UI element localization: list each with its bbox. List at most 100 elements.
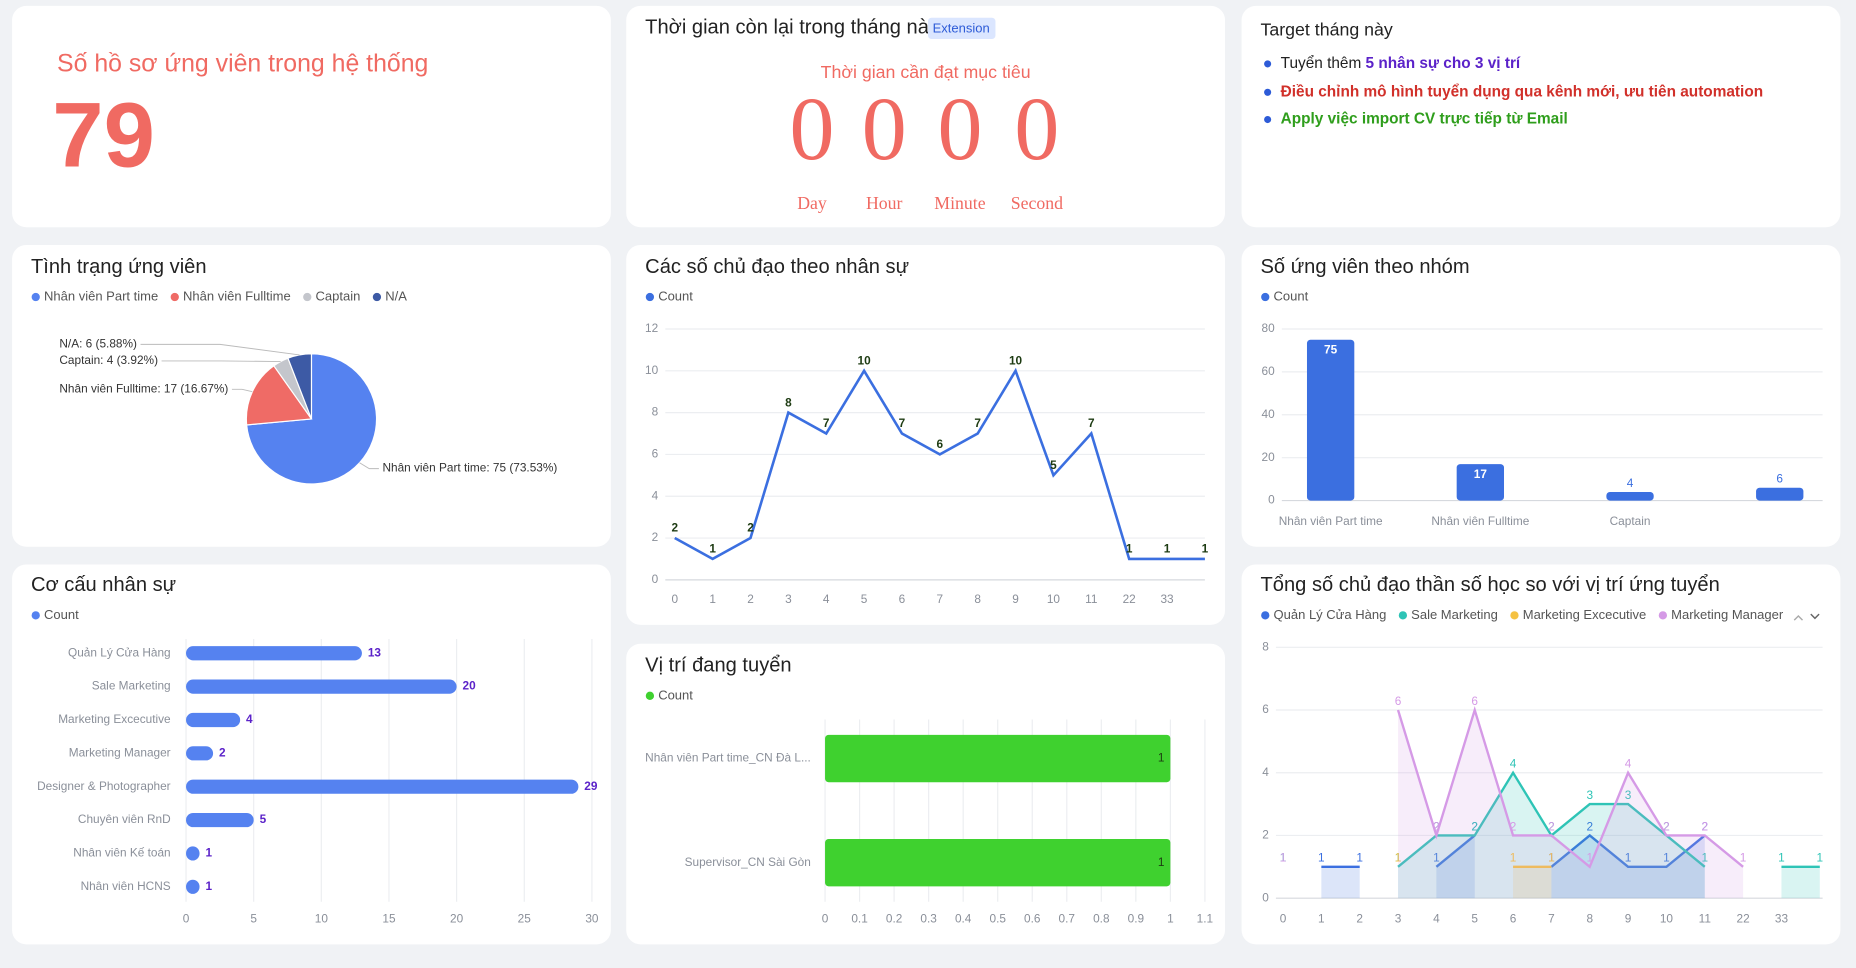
data-label: 1 bbox=[1510, 851, 1517, 865]
data-label: 4 bbox=[1510, 757, 1517, 771]
data-label: 1 bbox=[1356, 851, 1363, 865]
data-label: 2 bbox=[219, 745, 226, 759]
bar bbox=[1756, 487, 1804, 501]
x-tick-label: 22 bbox=[1123, 592, 1136, 606]
countdown-digit: 0 bbox=[1014, 80, 1059, 179]
data-label: 2 bbox=[747, 521, 754, 535]
x-tick-label: 33 bbox=[1775, 912, 1789, 926]
data-label: 1 bbox=[205, 879, 212, 893]
x-tick-label: 0.5 bbox=[989, 912, 1006, 926]
legend-label: Quản Lý Cửa Hàng bbox=[1274, 607, 1387, 622]
y-tick-label: 0 bbox=[1268, 493, 1275, 507]
data-label: 2 bbox=[1510, 819, 1517, 833]
data-label: 2 bbox=[1701, 819, 1708, 833]
x-tick-label: 1 bbox=[1167, 912, 1174, 926]
data-label: 1 bbox=[1164, 542, 1171, 556]
y-tick-label: Marketing Manager bbox=[69, 745, 171, 759]
x-tick-label: 0 bbox=[671, 592, 678, 606]
scroll-down[interactable] bbox=[1810, 613, 1820, 620]
data-label: 1 bbox=[1280, 851, 1287, 865]
countdown-unit: Day bbox=[797, 193, 827, 213]
x-tick-label: 0.3 bbox=[920, 912, 937, 926]
scroll-up[interactable] bbox=[1793, 614, 1804, 621]
pie-slice bbox=[287, 353, 313, 420]
data-label: 2 bbox=[1548, 819, 1555, 833]
x-tick-label: 0.8 bbox=[1093, 912, 1110, 926]
data-label: 1 bbox=[1280, 851, 1287, 865]
data-label: 13 bbox=[368, 645, 382, 659]
data-label: 6 bbox=[1395, 694, 1402, 708]
area bbox=[1398, 866, 1552, 899]
data-label: 20 bbox=[463, 679, 477, 693]
data-label: 17 bbox=[1474, 467, 1488, 481]
bar bbox=[186, 712, 241, 728]
chart-title: Tổng số chủ đạo thần số học so với vị tr… bbox=[1261, 574, 1720, 596]
data-label: 1 bbox=[1395, 851, 1402, 865]
target-item: Tuyển thêm 5 nhân sự cho 3 vị trí bbox=[1281, 55, 1521, 72]
x-tick-label: 6 bbox=[1510, 912, 1517, 926]
y-tick-label: 0 bbox=[1262, 890, 1269, 904]
x-tick-label: 8 bbox=[1586, 912, 1593, 926]
x-tick-label: 1 bbox=[709, 592, 716, 606]
leader-line bbox=[359, 462, 379, 470]
data-label: 1 bbox=[1126, 542, 1133, 556]
card-title: Thời gian còn lại trong tháng này bbox=[645, 17, 940, 39]
x-tick-label: 0.7 bbox=[1059, 912, 1075, 926]
card bbox=[626, 5, 1226, 228]
kpi-value: 79 bbox=[52, 82, 155, 186]
bar bbox=[825, 839, 1171, 887]
legend-label: Marketing Excecutive bbox=[1523, 607, 1647, 622]
x-tick-label: 0.4 bbox=[955, 912, 972, 926]
line bbox=[674, 367, 1205, 561]
area bbox=[1321, 835, 1705, 899]
data-label: 1 bbox=[1395, 851, 1402, 865]
leader-line bbox=[140, 343, 300, 356]
x-tick-label: Nhân viên Part time bbox=[1279, 514, 1383, 528]
data-label: 2 bbox=[1433, 819, 1440, 833]
y-tick-label: 12 bbox=[645, 321, 658, 335]
card bbox=[1241, 5, 1841, 228]
legend-label: Marketing Manager bbox=[1671, 607, 1784, 622]
card bbox=[1241, 564, 1841, 945]
card bbox=[626, 244, 1226, 625]
x-tick-label: 5 bbox=[861, 592, 868, 606]
data-label: 2 bbox=[1586, 819, 1593, 833]
x-tick-label: 15 bbox=[382, 912, 396, 926]
bullet bbox=[1264, 60, 1272, 68]
data-label: 1 bbox=[205, 846, 212, 860]
badge bbox=[928, 17, 996, 40]
y-tick-label: 20 bbox=[1262, 450, 1276, 464]
chart-title: Tình trạng ứng viên bbox=[31, 256, 207, 278]
leader-line bbox=[161, 360, 281, 363]
legend-marker bbox=[645, 292, 655, 302]
y-tick-label: 10 bbox=[645, 363, 659, 377]
countdown-digit: 0 bbox=[937, 80, 982, 179]
y-tick-label: 2 bbox=[1262, 828, 1269, 842]
data-label: 2 bbox=[671, 521, 678, 535]
countdown-subtitle: Thời gian cần đạt mục tiêu bbox=[821, 62, 1031, 82]
data-label: 2 bbox=[1663, 819, 1670, 833]
x-tick-label: 30 bbox=[585, 912, 599, 926]
chart-title: Các số chủ đạo theo nhân sự bbox=[645, 256, 909, 278]
bar bbox=[825, 734, 1171, 783]
x-tick-label: Captain bbox=[1610, 514, 1651, 528]
y-tick-label: Chuyên viên RnD bbox=[78, 812, 171, 826]
legend-label: Count bbox=[658, 288, 693, 303]
y-tick-label: Sale Marketing bbox=[92, 679, 171, 693]
line bbox=[1396, 705, 1744, 869]
bullet bbox=[1264, 115, 1272, 124]
legend-label: N/A bbox=[385, 288, 407, 303]
data-label: 1 bbox=[1778, 851, 1785, 865]
countdown-digit: 0 bbox=[790, 80, 835, 179]
legend-label: Count bbox=[44, 607, 79, 622]
chart-title: Số ứng viên theo nhóm bbox=[1261, 256, 1470, 278]
x-tick-label: 0.6 bbox=[1024, 912, 1041, 926]
data-label: 2 bbox=[1433, 819, 1440, 833]
bar bbox=[186, 879, 200, 894]
data-label: 4 bbox=[246, 712, 253, 726]
legend-marker bbox=[1510, 611, 1519, 620]
data-label: 5 bbox=[260, 812, 267, 826]
data-label: 1 bbox=[1740, 851, 1747, 865]
data-label: 3 bbox=[1586, 788, 1593, 802]
